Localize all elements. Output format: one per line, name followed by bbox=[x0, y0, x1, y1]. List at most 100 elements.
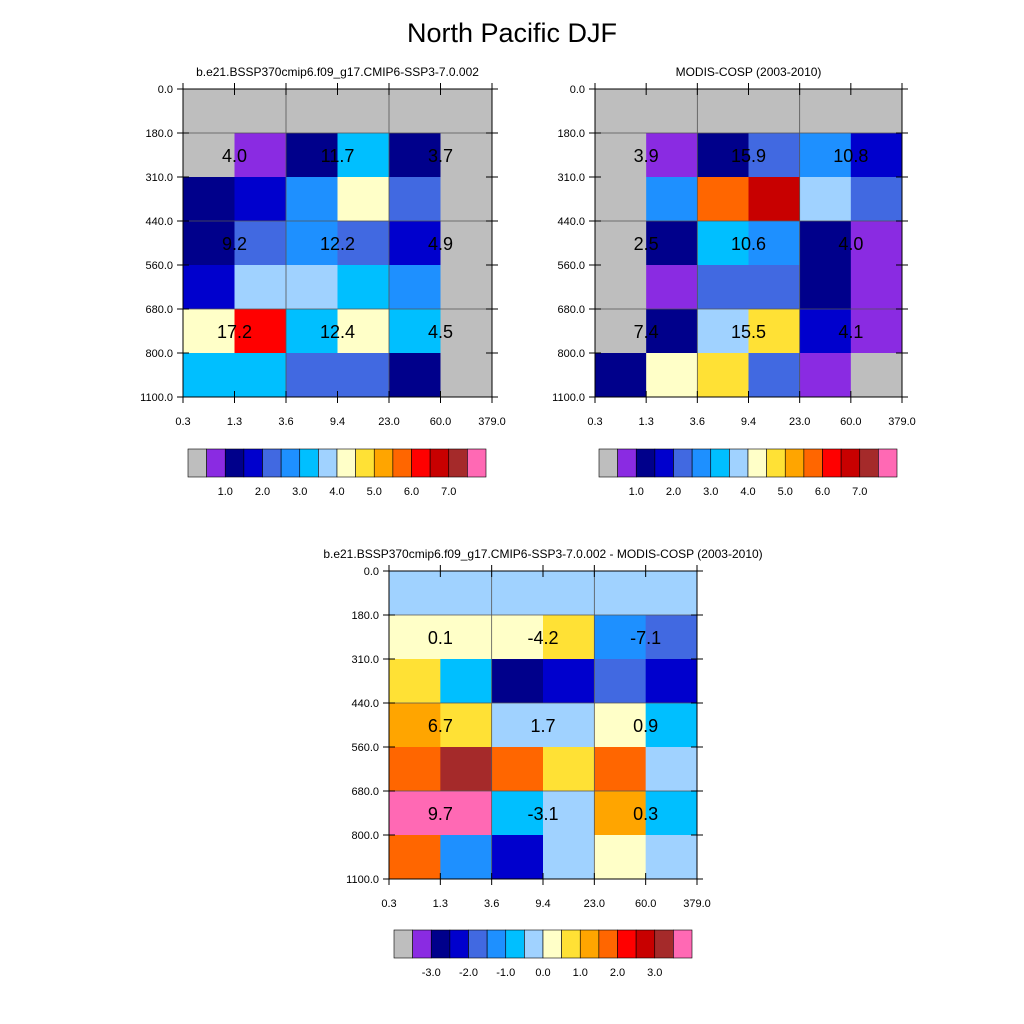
colorbar-swatch bbox=[673, 929, 693, 959]
heatmap-cell bbox=[286, 265, 338, 310]
y-tick-label: 0.0 bbox=[570, 84, 585, 96]
colorbar-swatch bbox=[430, 929, 451, 959]
heatmap-cell bbox=[234, 177, 287, 222]
heatmap-cell bbox=[234, 309, 287, 354]
colorbar-label: 2.0 bbox=[666, 486, 681, 498]
colorbar-label: 4.0 bbox=[740, 486, 755, 498]
y-tick-label: 0.0 bbox=[364, 566, 379, 578]
heatmap-cell bbox=[595, 265, 647, 310]
colorbar-swatch bbox=[729, 448, 749, 478]
colorbar-label: 7.0 bbox=[441, 486, 456, 498]
heatmap-cell bbox=[389, 571, 441, 616]
cell-value-label: 4.0 bbox=[222, 146, 247, 166]
y-tick-label: 560.0 bbox=[145, 260, 173, 272]
heatmap-cell bbox=[286, 309, 338, 354]
cell-value-label: 0.9 bbox=[633, 716, 658, 736]
heatmap-cell bbox=[286, 177, 338, 222]
colorbar-label: 6.0 bbox=[815, 486, 830, 498]
heatmap-cell bbox=[491, 791, 544, 836]
heatmap-cell bbox=[543, 659, 595, 704]
x-tick-label: 60.0 bbox=[635, 898, 656, 910]
heatmap-cell bbox=[337, 353, 390, 398]
heatmap-cell bbox=[799, 265, 852, 310]
colorbar-swatch bbox=[859, 448, 879, 478]
cell-value-label: 4.5 bbox=[428, 322, 453, 342]
colorbar-label: 1.0 bbox=[629, 486, 644, 498]
heatmap-cell bbox=[646, 177, 698, 222]
heatmap-cell bbox=[543, 791, 595, 836]
cell-value-label: -4.2 bbox=[527, 628, 558, 648]
heatmap-cell bbox=[389, 353, 441, 398]
heatmap-cell bbox=[286, 353, 338, 398]
colorbar-swatch bbox=[635, 929, 656, 959]
y-tick-label: 560.0 bbox=[351, 742, 379, 754]
cell-value-label: 9.7 bbox=[428, 804, 453, 824]
cell-value-label: 12.4 bbox=[320, 322, 355, 342]
heatmap-cell bbox=[389, 703, 441, 748]
colorbar-swatch bbox=[468, 929, 488, 959]
cell-value-label: 1.7 bbox=[530, 716, 555, 736]
heatmap-cell bbox=[799, 89, 852, 134]
heatmap-cell bbox=[440, 177, 493, 222]
heatmap-cell bbox=[389, 747, 441, 792]
heatmap-cell bbox=[491, 615, 544, 660]
panel-title: b.e21.BSSP370cmip6.f09_g17.CMIP6-SSP3-7.… bbox=[323, 547, 762, 561]
colorbar-swatch bbox=[206, 448, 226, 478]
heatmap-cell bbox=[337, 221, 390, 266]
heatmap-cell bbox=[748, 353, 801, 398]
panel-diff: 0.0180.0310.0440.0560.0680.0800.01100.00… bbox=[323, 547, 762, 979]
heatmap-cell bbox=[543, 615, 595, 660]
heatmap-cell bbox=[595, 177, 647, 222]
colorbar-swatch bbox=[412, 929, 432, 959]
colorbar-swatch bbox=[336, 448, 356, 478]
colorbar-label: 1.0 bbox=[573, 967, 588, 979]
heatmap-cell bbox=[646, 353, 698, 398]
heatmap-cell bbox=[440, 615, 493, 660]
colorbar-label: 2.0 bbox=[610, 967, 625, 979]
heatmap-cell bbox=[799, 221, 852, 266]
x-tick-label: 3.6 bbox=[278, 416, 293, 428]
colorbar-swatch bbox=[747, 448, 767, 478]
heatmap-cell bbox=[645, 659, 698, 704]
cell-value-label: -7.1 bbox=[630, 628, 661, 648]
heatmap-cell bbox=[389, 265, 441, 310]
heatmap-cell bbox=[337, 133, 390, 178]
heatmap-cell bbox=[337, 309, 390, 354]
colorbar-swatch bbox=[505, 929, 525, 959]
y-tick-label: 1100.0 bbox=[552, 392, 585, 404]
heatmap-cell bbox=[389, 309, 441, 354]
heatmap-cell bbox=[440, 309, 493, 354]
heatmap-cell bbox=[543, 835, 595, 880]
y-tick-label: 0.0 bbox=[158, 84, 173, 96]
cell-value-label: 11.7 bbox=[321, 146, 355, 166]
heatmap-cell bbox=[440, 703, 493, 748]
x-tick-label: 23.0 bbox=[378, 416, 399, 428]
colorbar-swatch bbox=[654, 448, 674, 478]
heatmap-cell bbox=[183, 133, 235, 178]
heatmap-cell bbox=[748, 309, 801, 354]
heatmap-cell bbox=[286, 89, 338, 134]
colorbar-swatch bbox=[598, 929, 618, 959]
heatmap-cell bbox=[594, 835, 647, 880]
colorbar-swatch bbox=[448, 448, 468, 478]
heatmap-cell bbox=[645, 835, 698, 880]
panel-title: MODIS-COSP (2003-2010) bbox=[676, 65, 822, 79]
heatmap-cell bbox=[697, 309, 749, 354]
x-tick-label: 23.0 bbox=[584, 898, 605, 910]
x-tick-label: 9.4 bbox=[330, 416, 345, 428]
y-tick-label: 180.0 bbox=[557, 128, 585, 140]
y-tick-label: 1100.0 bbox=[346, 874, 379, 886]
x-tick-label: 379.0 bbox=[478, 416, 506, 428]
heatmap-cell bbox=[850, 309, 903, 354]
cell-value-label: 4.0 bbox=[838, 234, 863, 254]
heatmap-cell bbox=[594, 703, 647, 748]
heatmap-cell bbox=[748, 265, 801, 310]
heatmap-cell bbox=[286, 221, 338, 266]
panel-obs: 0.0 180.0 310.0 440.0 560.0 680.0 800.0 1100.00… bbox=[552, 65, 916, 498]
colorbar-swatch bbox=[542, 929, 562, 959]
colorbar-swatch bbox=[262, 448, 282, 478]
heatmap-cell bbox=[594, 747, 647, 792]
colorbar-label: 5.0 bbox=[778, 486, 793, 498]
heatmap-cell bbox=[646, 89, 698, 134]
